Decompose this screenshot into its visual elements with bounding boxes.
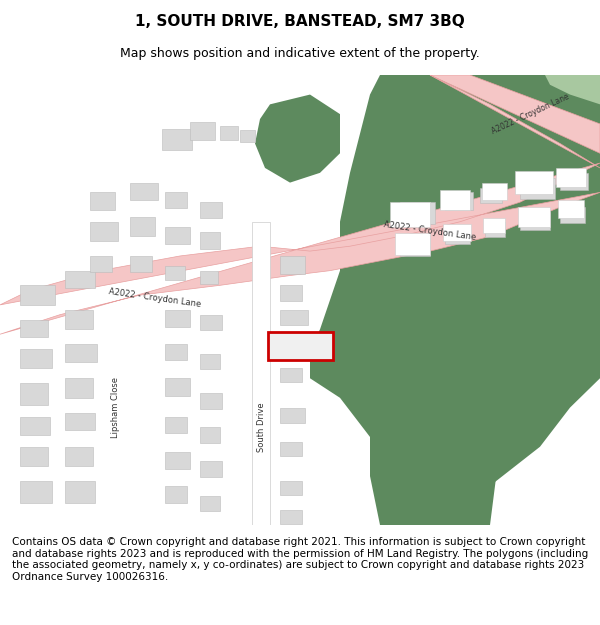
Bar [200,496,220,511]
Text: Contains OS data © Crown copyright and database right 2021. This information is : Contains OS data © Crown copyright and d… [12,537,588,582]
Text: A2022 - Croydon Lane: A2022 - Croydon Lane [383,221,477,243]
Polygon shape [0,163,600,334]
Bar [165,266,185,281]
Bar [200,427,220,443]
Bar [165,192,187,208]
Bar [90,222,118,241]
Bar [280,408,305,423]
Bar [165,486,187,504]
Bar [268,332,333,359]
Bar [65,271,95,288]
Bar [20,447,48,466]
Bar [445,227,470,244]
Bar [20,319,48,337]
Bar [280,339,302,353]
Bar [558,200,584,218]
Text: A2022 - Croydon Lane: A2022 - Croydon Lane [108,287,202,309]
Bar [200,202,222,218]
Bar [20,481,52,502]
Bar [445,192,473,210]
Bar [220,126,238,139]
Polygon shape [545,75,600,104]
Bar [240,130,255,141]
Bar [65,378,93,398]
Bar [556,168,586,187]
Bar [200,314,222,331]
Bar [130,182,158,200]
Bar [440,191,470,210]
Bar [65,344,97,362]
Bar [200,354,220,369]
Bar [65,412,95,430]
Bar [400,202,435,224]
Bar [200,393,222,409]
Bar [560,207,585,222]
Text: A2022 - Croydon Lane: A2022 - Croydon Lane [490,92,570,136]
Polygon shape [390,378,500,525]
Text: South Drive: South Drive [257,402,265,452]
Bar [165,452,190,469]
Text: 1, SOUTH DRIVE, BANSTEAD, SM7 3BQ: 1, SOUTH DRIVE, BANSTEAD, SM7 3BQ [135,14,465,29]
Bar [443,224,471,241]
Bar [280,256,305,274]
Bar [280,286,302,301]
Bar [400,236,430,256]
Bar [130,217,155,236]
Bar [90,256,112,272]
Bar [20,383,48,404]
Bar [480,188,502,203]
Bar [280,511,302,524]
Bar [20,349,52,369]
Bar [200,271,218,284]
Polygon shape [310,75,600,525]
Bar [252,222,270,525]
Bar [165,227,190,244]
Bar [560,173,588,191]
Bar [518,207,550,227]
Bar [520,212,550,229]
Bar [65,481,95,502]
Polygon shape [430,75,600,168]
Bar [482,182,507,200]
Bar [485,222,505,238]
Bar [390,202,430,227]
Bar [520,177,555,199]
Bar [20,418,50,435]
Text: Lipsham Close: Lipsham Close [110,377,119,438]
Bar [483,218,505,234]
Bar [130,256,152,272]
Text: Map shows position and indicative extent of the property.: Map shows position and indicative extent… [120,48,480,61]
Bar [165,344,187,359]
Bar [20,286,55,305]
Bar [280,310,308,326]
Bar [280,481,302,494]
Bar [165,310,190,328]
Bar [65,310,93,329]
Bar [162,129,192,151]
Polygon shape [390,75,600,153]
Bar [190,122,215,139]
Bar [280,369,302,382]
Bar [165,378,190,396]
Bar [65,447,93,466]
Bar [165,418,187,433]
Bar [200,231,220,249]
Bar [395,234,430,255]
Bar [200,461,222,477]
Bar [280,442,302,456]
Polygon shape [255,94,340,182]
Bar [90,192,115,210]
Bar [515,171,553,194]
